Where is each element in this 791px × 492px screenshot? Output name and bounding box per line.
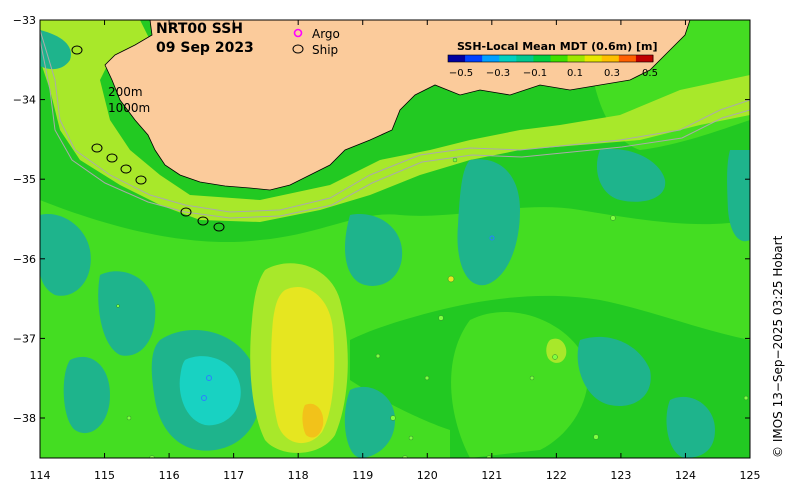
colorbar-title: SSH-Local Mean MDT (0.6m) [m] [457,40,657,53]
credit-text: © IMOS 13−Sep−2025 03:25 Hobart [771,235,785,458]
land-australia [104,20,691,191]
colorbar-tick-label: 0.3 [604,68,620,79]
ship-station[interactable] [135,175,147,185]
x-axis: 114 115 116 117 118 119 120 121 122 123 124 125 [30,20,761,482]
argo-float[interactable] [206,375,212,381]
colorbar: SSH-Local Mean MDT (0.6m) [m] −0.5 −0.3 −0… [447,40,658,79]
y-tick-label: −38 [13,412,36,425]
x-tick-label: 115 [94,469,115,482]
x-tick-label: 114 [30,469,51,482]
x-tick-label: 122 [546,469,567,482]
x-tick-label: 121 [481,469,502,482]
warm-anomaly-yellow [271,286,335,444]
eddy-teal-west-2 [98,271,156,356]
y-tick-label: −34 [13,94,36,107]
warm-anomaly-orange [302,403,324,438]
ship-station[interactable] [197,216,209,226]
x-tick-label: 116 [159,469,180,482]
colorbar-swatch [618,55,637,62]
colorbar-tick-label: −0.3 [486,68,510,79]
ship-stations [71,45,225,232]
argo-legend-icon [293,28,303,38]
x-tick-label: 120 [417,469,438,482]
contour-label-200m: 200m [108,85,143,99]
anomaly-spot-east [546,338,567,363]
x-tick-label: 117 [223,469,244,482]
colorbar-tick-label: 0.1 [567,68,583,79]
argo-float[interactable] [201,395,207,401]
x-tick-label: 119 [352,469,373,482]
eddy-teal-southeast [666,396,715,458]
colorbar-swatch [584,55,603,62]
eddy-teal-south-mid [344,386,395,458]
colorbar-swatch [465,55,483,62]
colorbar-ticks: −0.5 −0.3 −0.1 0.1 0.3 0.5 [449,68,658,79]
eddy-teal-west [40,214,91,296]
map-title-line2: 09 Sep 2023 [156,40,254,56]
map-plot-area [40,20,750,458]
y-tick-label: −35 [13,173,36,186]
eddy-teal-east-1 [457,159,520,286]
colorbar-tick-label: −0.1 [523,68,547,79]
y-tick-label: −37 [13,332,36,345]
plot-frame [39,19,751,459]
legend-ship-label: Ship [312,43,338,57]
y-tick-label: −36 [13,253,36,266]
colorbar-swatch [448,55,466,62]
colorbar-swatch [567,55,586,62]
eddy-cyan-core [179,356,241,426]
colorbar-swatch [550,55,569,62]
contour-200m [40,29,750,213]
x-tick-label: 124 [675,469,696,482]
map-title-line1: NRT00 SSH [156,21,243,37]
colorbar-swatch [499,55,517,62]
x-tick-label: 125 [740,469,761,482]
colorbar-tick-label: 0.5 [642,68,658,79]
colorbar-swatch [533,55,551,62]
ship-station[interactable] [71,45,83,55]
argo-float[interactable] [489,235,495,241]
colorbar-tick-label: −0.5 [449,68,473,79]
colorbar-swatch [482,55,500,62]
colorbar-swatch [516,55,534,62]
eddy-teal-south-2 [577,336,651,406]
argo-floats [201,235,495,401]
ship-station[interactable] [213,222,225,232]
eddy-teal-east-2 [596,149,666,202]
ship-station[interactable] [180,207,192,217]
x-tick-label: 118 [288,469,309,482]
contour-label-1000m: 1000m [108,101,150,115]
eddy-teal-northwest [40,30,71,70]
y-axis: −33 −34 −35 −36 −37 −38 [13,14,750,425]
x-tick-label: 123 [610,469,631,482]
ship-station[interactable] [91,143,103,153]
colorbar-swatch [601,55,620,62]
ship-station[interactable] [120,164,132,174]
colorbar-swatches [447,54,654,63]
contour-1000m [40,39,750,219]
eddy-teal-east-3 [727,150,750,242]
ship-station[interactable] [106,153,118,163]
eddy-teal-southwest [63,356,110,434]
ship-legend-icon [292,44,304,54]
eddy-teal-mid [345,214,403,286]
legend-argo-label: Argo [312,27,340,41]
colorbar-swatch [635,55,654,62]
y-tick-label: −33 [13,14,36,27]
legend: Argo Ship [292,27,340,57]
colorbar-frame [447,54,654,63]
drifter-points [116,157,749,458]
coastal-band-yellow-green [40,20,750,222]
